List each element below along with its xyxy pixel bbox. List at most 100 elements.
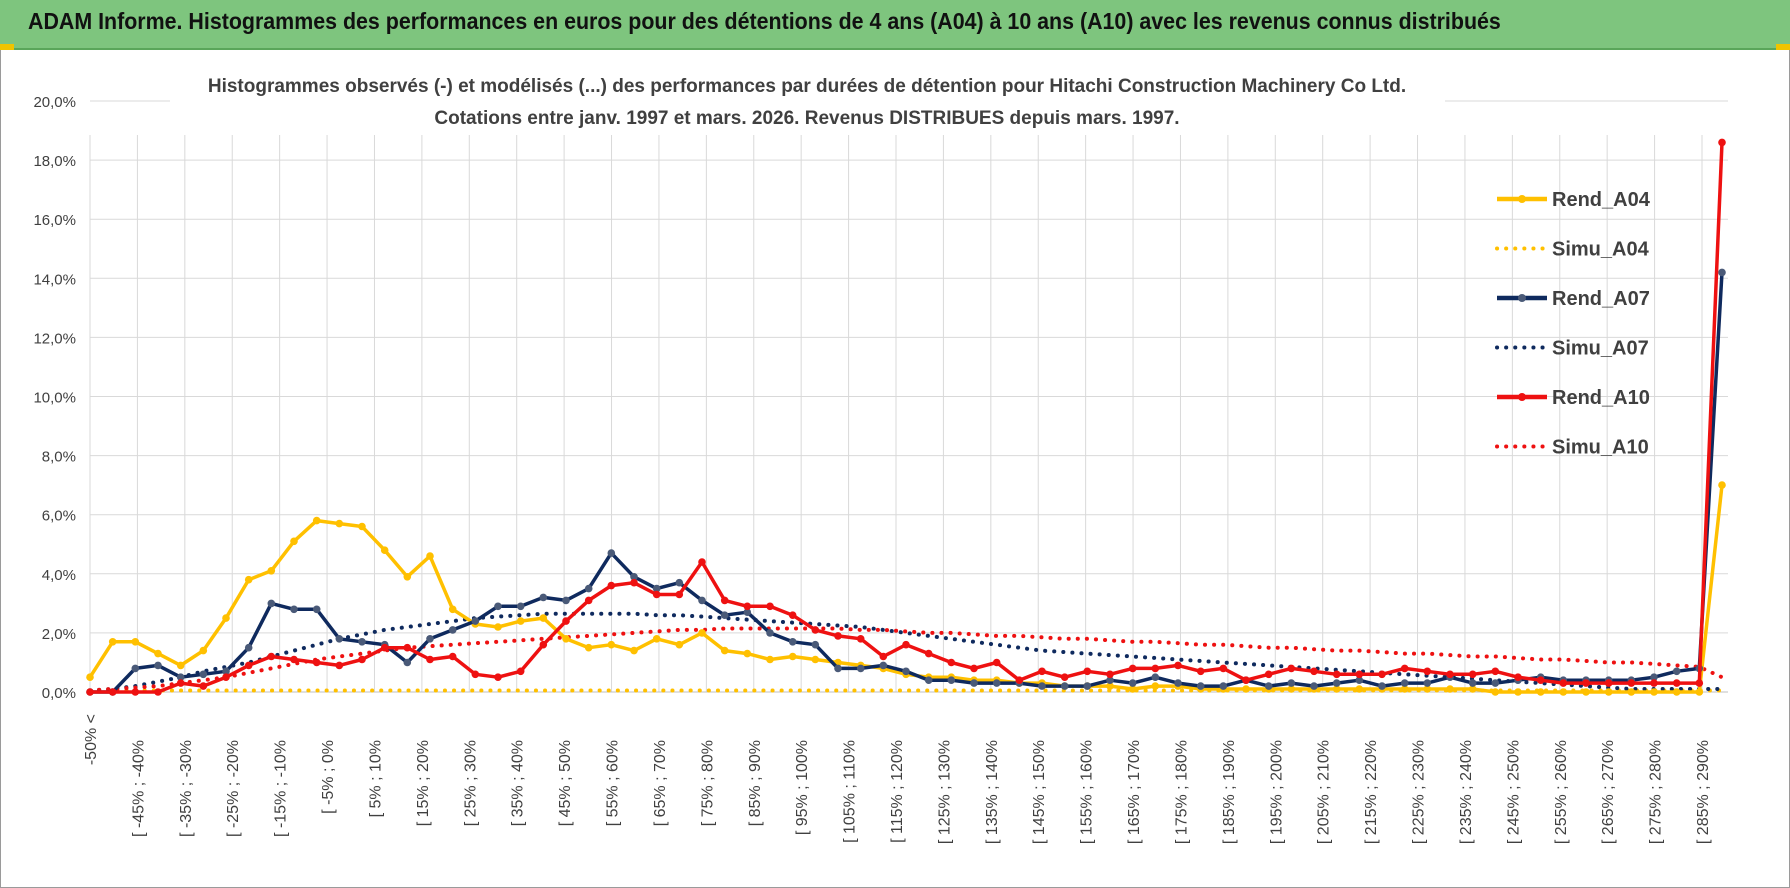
- data-point-rend-a10: [1196, 667, 1205, 676]
- x-tick-label: [ 255% ; 260%: [1553, 740, 1570, 844]
- data-point-rend-a04: [743, 649, 752, 658]
- data-point-rend-a10: [1060, 673, 1069, 681]
- data-point-rend-a07: [766, 629, 774, 637]
- data-point-rend-a10: [1514, 673, 1522, 681]
- data-point-rend-a10: [1536, 676, 1545, 684]
- data-point-rend-a07: [698, 596, 706, 605]
- data-point-rend-a04: [1423, 685, 1432, 693]
- data-point-rend-a10: [222, 673, 230, 681]
- data-point-rend-a10: [358, 655, 366, 664]
- data-point-rend-a10: [1559, 679, 1568, 687]
- legend-label-simu-a04: Simu_A04: [1552, 239, 1650, 261]
- data-point-rend-a10: [902, 640, 910, 649]
- data-point-rend-a10: [539, 640, 548, 649]
- x-tick-label: -50% <: [83, 714, 100, 765]
- data-point-rend-a10: [1582, 679, 1590, 687]
- data-point-rend-a10: [1106, 670, 1114, 679]
- data-point-rend-a04: [1536, 688, 1545, 696]
- data-point-rend-a04: [1582, 688, 1590, 696]
- data-point-rend-a04: [448, 605, 457, 614]
- data-point-rend-a04: [1242, 685, 1250, 693]
- data-point-rend-a07: [562, 596, 570, 605]
- data-point-rend-a04: [1287, 685, 1296, 693]
- data-point-rend-a07: [630, 573, 638, 581]
- y-tick-label: 16,0%: [33, 212, 76, 229]
- y-tick-label: 0,0%: [42, 685, 76, 702]
- data-point-rend-a07: [1219, 682, 1228, 690]
- data-point-rend-a10: [516, 667, 525, 676]
- x-tick-label: [ 75% ; 80%: [699, 740, 716, 826]
- data-point-rend-a04: [335, 519, 344, 528]
- data-point-rend-a04: [1332, 685, 1341, 693]
- data-point-rend-a04: [426, 552, 434, 560]
- data-point-rend-a10: [1287, 664, 1296, 673]
- series-line-rend-a10: [90, 142, 1724, 694]
- data-point-rend-a04: [675, 640, 684, 649]
- x-tick-label: [ -5% ; 0%: [320, 740, 337, 814]
- data-point-rend-a04: [108, 638, 117, 646]
- x-tick-label: [ 65% ; 70%: [652, 740, 669, 826]
- data-point-rend-a04: [1491, 688, 1500, 696]
- data-point-rend-a04: [380, 546, 389, 554]
- data-point-rend-a10: [1491, 667, 1500, 676]
- y-tick-label: 4,0%: [42, 567, 76, 584]
- x-tick-label: [ 285% ; 290%: [1695, 740, 1712, 844]
- data-point-rend-a04: [516, 617, 525, 625]
- data-point-rend-a04: [607, 640, 616, 649]
- data-point-rend-a04: [176, 661, 185, 670]
- y-tick-label: 10,0%: [33, 390, 76, 407]
- data-point-rend-a07: [539, 593, 548, 602]
- data-point-rend-a07: [675, 578, 684, 587]
- legend-label-simu-a10: Simu_A10: [1552, 437, 1649, 459]
- data-point-rend-a04: [1446, 685, 1454, 693]
- y-tick-label: 8,0%: [42, 449, 76, 466]
- data-point-rend-a07: [1196, 682, 1205, 690]
- data-point-rend-a04: [1672, 688, 1681, 696]
- data-point-rend-a07: [834, 664, 842, 673]
- y-tick-label: 14,0%: [33, 271, 76, 288]
- data-point-rend-a04: [562, 635, 570, 643]
- x-tick-label: [ 95% ; 100%: [794, 740, 811, 835]
- data-point-rend-a07: [426, 635, 434, 643]
- data-point-rend-a04: [199, 646, 208, 655]
- header-banner: ADAM Informe. Histogrammes des performan…: [0, 0, 1790, 50]
- data-point-rend-a10: [108, 688, 117, 696]
- y-tick-label: 20,0%: [33, 94, 76, 111]
- data-point-rend-a10: [176, 679, 185, 687]
- legend-label-rend-a07: Rend_A07: [1552, 288, 1650, 310]
- legend: Rend_A04 Simu_A04 Rend_A07 Simu_A07 Rend_A10…: [1495, 189, 1651, 459]
- data-point-rend-a04: [1468, 685, 1477, 693]
- data-point-rend-a07: [1718, 268, 1726, 277]
- legend-marker-rend-a04: [1518, 195, 1526, 203]
- data-point-rend-a10: [1672, 679, 1681, 687]
- data-point-rend-a07: [448, 626, 457, 634]
- x-tick-label: [ 175% ; 180%: [1173, 740, 1190, 844]
- data-point-rend-a10: [1128, 664, 1137, 673]
- data-point-rend-a10: [1446, 670, 1454, 679]
- x-tick-label: [ 115% ; 120%: [889, 740, 906, 843]
- data-point-rend-a10: [131, 688, 140, 696]
- chart-title-line-1: Histogrammes observés (-) et modélisés (…: [208, 76, 1406, 97]
- corner-accent-left: [0, 44, 14, 50]
- data-point-rend-a04: [403, 573, 412, 581]
- data-point-rend-a04: [358, 522, 366, 531]
- x-tick-label: [ 225% ; 230%: [1411, 740, 1428, 844]
- data-point-rend-a10: [267, 652, 276, 661]
- data-point-rend-a04: [222, 614, 230, 622]
- data-point-rend-a10: [698, 558, 706, 566]
- x-tick-label: [ 155% ; 160%: [1079, 740, 1096, 844]
- data-point-rend-a07: [947, 676, 956, 684]
- x-tick-label: [ 275% ; 280%: [1648, 740, 1665, 844]
- data-point-rend-a07: [494, 602, 502, 611]
- data-point-rend-a04: [1400, 685, 1409, 693]
- data-point-rend-a04: [1718, 481, 1726, 489]
- data-point-rend-a10: [426, 655, 434, 664]
- data-point-rend-a10: [1378, 670, 1386, 679]
- x-tick-label: [ 245% ; 250%: [1505, 740, 1522, 844]
- data-point-rend-a04: [290, 537, 298, 546]
- chart-title-line-2: Cotations entre janv. 1997 et mars. 2026…: [434, 108, 1179, 129]
- data-point-rend-a10: [584, 596, 593, 605]
- x-tick-label: [ 55% ; 60%: [605, 740, 622, 826]
- data-point-rend-a07: [970, 679, 978, 687]
- x-tick-label: [ -35% ; -30%: [178, 740, 195, 837]
